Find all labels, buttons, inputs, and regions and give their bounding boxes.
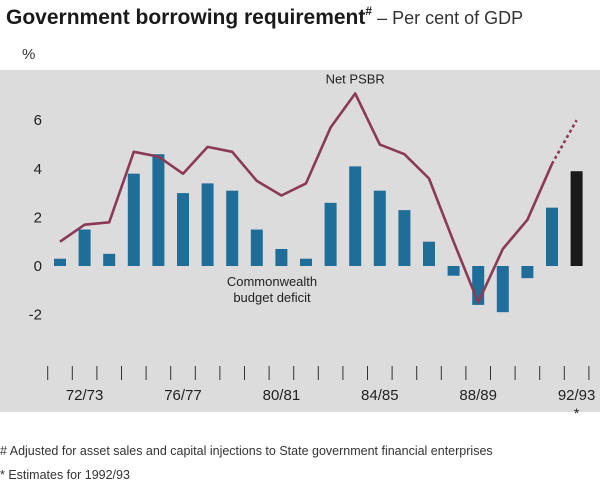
net-psbr-line-estimate [550,119,578,165]
y-axis-unit-label: % [22,46,36,63]
bar [275,248,288,266]
x-tick-label: 88/89 [459,387,497,404]
y-tick-label: 0 [34,258,42,275]
bar [300,258,312,266]
footnote-estimates: * Estimates for 1992/93 [0,468,130,482]
bar [373,190,386,266]
y-tick-label: -2 [29,307,42,324]
chart-title-text: Government borrowing requirement [6,6,366,29]
x-tick-label: 76/77 [164,387,202,404]
bar [177,193,189,266]
bar-estimate [570,171,583,266]
chart-title: Government borrowing requirement# – Per … [6,4,524,30]
chart-subtitle: – Per cent of GDP [372,8,524,28]
bar [324,202,337,266]
bar [349,166,362,266]
bar [152,154,165,266]
bar [398,210,411,266]
bar [54,258,66,266]
x-tick-label: 72/73 [66,387,104,404]
bar [496,266,509,313]
net-psbr-label: Net PSBR [326,71,385,86]
budget-deficit-label: budget deficit [233,290,311,305]
x-tick-label: 80/81 [263,387,301,404]
bar [226,190,239,266]
bar [103,253,116,266]
chart-title-mark: # [365,4,373,18]
y-tick-label: 2 [34,209,42,226]
y-tick-label: 4 [34,161,42,178]
bar [423,241,435,266]
bar [201,183,214,266]
estimate-mark: * [574,405,580,421]
plot-background [0,70,600,412]
bar [250,229,263,266]
net-psbr-line [59,92,554,304]
footnote-adjusted: # Adjusted for asset sales and capital i… [0,444,493,458]
bar [127,173,140,266]
x-tick-label: 92/93 [558,387,596,404]
budget-deficit-label: Commonwealth [227,274,317,289]
bar [78,229,91,266]
bar [521,266,534,279]
bar [546,207,558,266]
y-tick-label: 6 [34,112,42,129]
x-tick-label: 84/85 [361,387,399,404]
bar [447,266,460,276]
